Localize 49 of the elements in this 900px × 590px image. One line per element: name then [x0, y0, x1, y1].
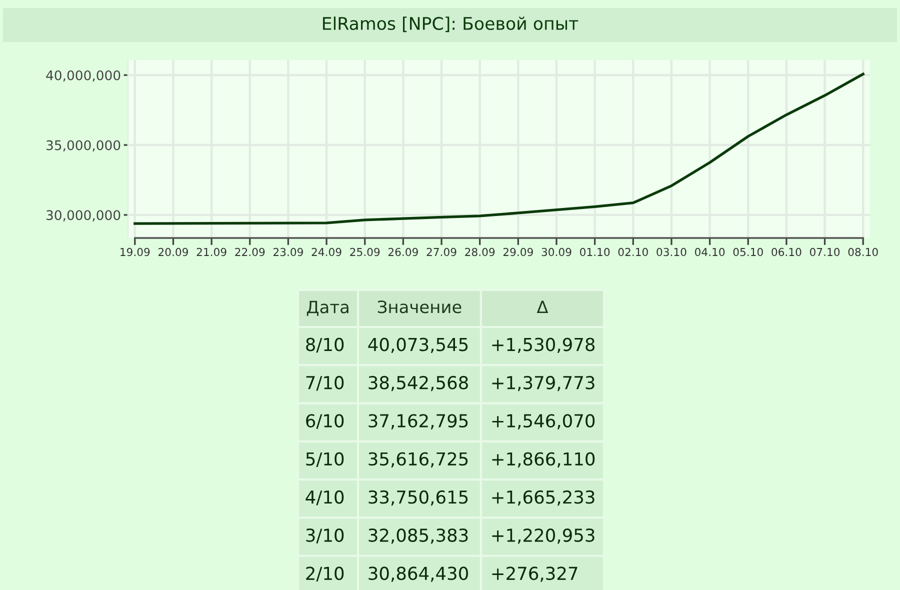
y-tick-label: 30,000,000	[46, 210, 120, 222]
data-label: 32,085,383	[368, 528, 468, 544]
data-label: +1,665,233	[492, 490, 594, 506]
x-tick-label: 21.09	[196, 248, 226, 256]
y-tick-label: 3/10	[306, 528, 344, 544]
x-tick-label: 27.09	[426, 248, 456, 256]
line-series	[134, 72, 864, 225]
x-tick-label: 06.10	[772, 248, 802, 256]
x-tick-label: 25.09	[350, 248, 380, 256]
x-tick-label: Значение	[378, 300, 462, 314]
x-tick-label: 29.09	[503, 248, 533, 256]
x-tick-label: 05.10	[733, 248, 763, 256]
y-axis-title: Дата	[306, 300, 348, 316]
x-tick-label: 28.09	[465, 248, 495, 256]
y-tick-label: 2/10	[306, 566, 344, 582]
x-tick-label: 24.09	[312, 248, 342, 256]
data-label: +1,379,773	[492, 376, 594, 392]
y-tick-label: 5/10	[306, 452, 344, 468]
x-tick-label: 23.09	[273, 248, 303, 256]
data-label: 37,162,795	[368, 414, 468, 430]
x-tick-label: Δ	[536, 300, 548, 314]
x-tick-label: 08.10	[848, 248, 878, 256]
x-tick-label: 26.09	[388, 248, 418, 256]
x-tick-label: 01.10	[580, 248, 610, 256]
data-label: 30,864,430	[368, 566, 468, 582]
data-label: +1,866,110	[492, 452, 595, 468]
chart-title: ElRamos [NPC]: Боевой опыт	[323, 16, 578, 32]
data-label: 40,073,545	[368, 338, 468, 354]
x-tick-label: 19.09	[120, 248, 150, 256]
y-tick-label: 6/10	[306, 414, 344, 429]
y-tick-label: 40,000,000	[46, 70, 120, 82]
x-tick-label: 02.10	[618, 248, 648, 256]
x-tick-label: 30.09	[542, 248, 572, 256]
y-tick-label: 8/10	[306, 338, 344, 353]
data-label: +276,327	[492, 566, 578, 582]
y-tick-label: 4/10	[306, 490, 344, 506]
data-label: 38,542,568	[368, 376, 468, 392]
x-tick-label: 04.10	[695, 248, 725, 256]
data-label: +1,546,070	[492, 414, 595, 430]
x-tick-label: 03.10	[656, 248, 686, 256]
data-label: 33,750,615	[368, 490, 468, 506]
data-label: +1,220,953	[492, 528, 594, 544]
data-label: 35,616,725	[368, 452, 468, 468]
y-tick-label: 35,000,000	[46, 140, 120, 152]
y-tick-label: 7/10	[306, 376, 344, 391]
x-tick-label: 20.09	[158, 248, 188, 256]
x-tick-label: 07.10	[810, 248, 840, 256]
data-label: +1,530,978	[492, 338, 595, 354]
x-tick-label: 22.09	[235, 248, 265, 256]
